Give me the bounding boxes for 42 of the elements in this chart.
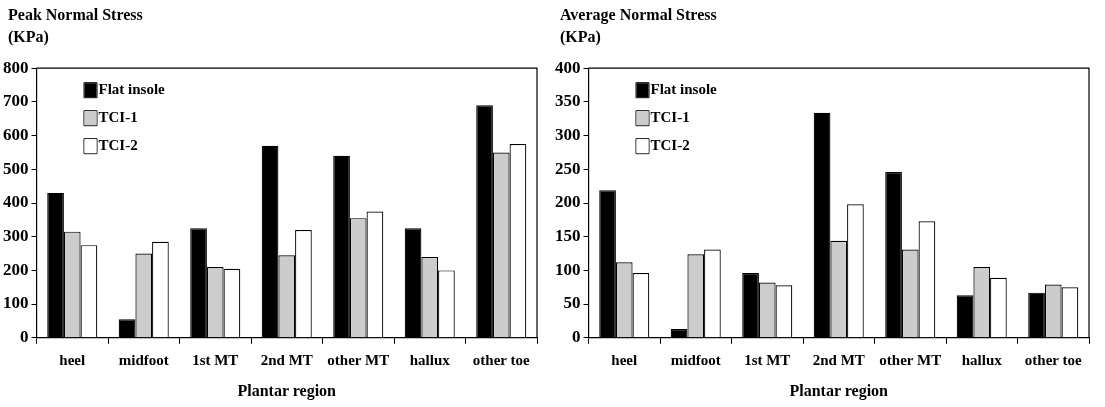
y-tick-label: 400 [3,192,29,212]
x-tick-label: 1st MT [744,351,791,368]
y-axis-title: Average Normal Stress (KPa) [560,5,718,48]
legend-label: TCI-2 [650,137,690,154]
x-tick-label: heel [611,351,638,368]
y-tick-label: 400 [555,57,581,77]
x-tick-label: 2nd MT [812,351,865,368]
x-tick-label: hallux [409,351,451,368]
y-tick-label: 200 [3,259,29,279]
legend-label: TCI-2 [98,137,138,154]
y-tick-label: 200 [555,192,581,212]
x-axis-title: Plantar region [789,381,889,400]
x-tick-label: other toe [1024,351,1082,368]
y-tick-label: 100 [555,259,581,279]
x-tick-label: midfoot [670,351,721,368]
x-tick-label: 1st MT [192,351,239,368]
x-axis-title: Plantar region [237,381,337,400]
y-tick-label: 0 [572,327,581,347]
legend-label: TCI-1 [98,109,138,126]
y-axis-title: Peak Normal Stress (KPa) [8,5,144,48]
y-tick-label: 350 [555,91,581,111]
x-tick-label: hallux [961,351,1003,368]
y-tick-label: 300 [555,124,581,144]
x-tick-label: other MT [879,351,942,368]
y-tick-label: 800 [3,57,29,77]
legend-label: TCI-1 [650,109,690,126]
y-tick-label: 100 [3,293,29,313]
y-tick-label: 500 [3,158,29,178]
y-tick-label: 250 [555,158,581,178]
y-tick-label: 700 [3,91,29,111]
x-tick-label: other MT [327,351,390,368]
y-tick-label: 600 [3,124,29,144]
legend-label: Flat insole [98,81,166,98]
x-tick-label: midfoot [118,351,169,368]
x-tick-label: other toe [472,351,530,368]
y-tick-label: 300 [3,226,29,246]
y-tick-label: 50 [563,293,581,313]
y-tick-label: 0 [20,327,29,347]
legend-label: Flat insole [650,81,718,98]
y-tick-label: 150 [555,226,581,246]
x-tick-label: 2nd MT [260,351,313,368]
x-tick-label: heel [59,351,86,368]
